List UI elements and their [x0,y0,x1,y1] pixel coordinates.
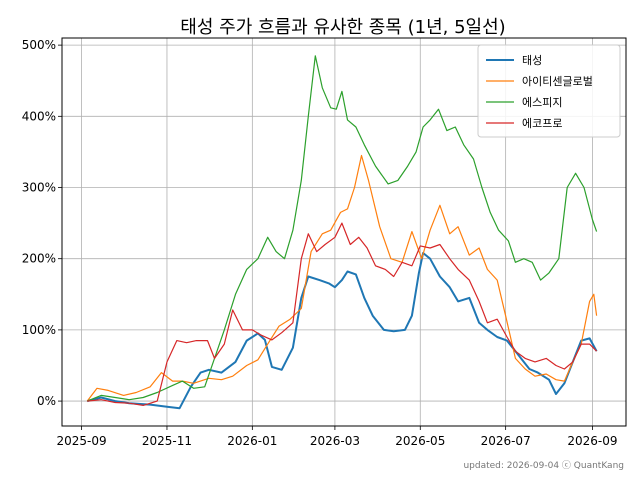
series-line-0 [86,252,598,410]
footer-text: updated: 2026-09-04 ⓒ QuantKang [463,460,624,471]
x-tick-label: 2025-09 [57,434,107,448]
x-tick-label: 2025-11 [142,434,192,448]
legend-label: 에스피지 [522,96,562,109]
chart-title: 태성 주가 흐름과 유사한 종목 (1년, 5일선) [180,17,505,38]
legend-label: 태성 [522,54,542,67]
legend-label: 에코프로 [522,117,562,130]
y-tick-label: 500% [22,38,56,52]
y-tick-label: 0% [37,394,56,408]
x-tick-label: 2026-03 [310,434,360,448]
x-tick-label: 2026-07 [481,434,531,448]
y-tick-label: 400% [22,109,56,123]
y-axis-ticks: 0% 100% 200% 300% 400% 500% [22,38,62,408]
legend-box [477,44,621,138]
x-tick-label: 2026-01 [227,434,277,448]
y-tick-label: 300% [22,181,56,195]
legend-label: 아이티센글로벌 [522,75,593,88]
x-axis-ticks: 2025-09 2025-11 2026-01 2026-03 2026-05 2026-… [57,426,617,448]
plot-frame [61,37,627,427]
x-tick-label: 2026-05 [395,434,445,448]
y-tick-label: 200% [22,252,56,266]
series-line-3 [87,222,598,406]
series-lines [86,55,598,410]
y-tick-label: 100% [22,323,56,337]
series-line-1 [86,154,598,402]
series-line-2 [86,55,598,402]
x-tick-label: 2026-09 [567,434,617,448]
